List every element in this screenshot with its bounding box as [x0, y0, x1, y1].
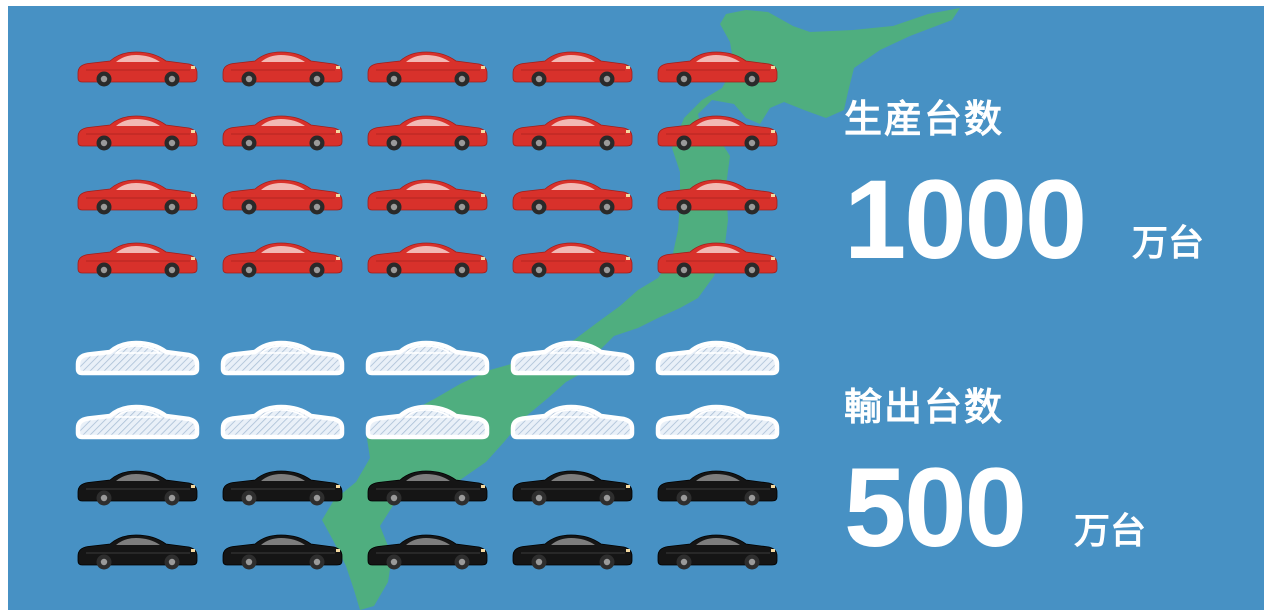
car-icon: [367, 179, 488, 215]
car-icon: [75, 404, 200, 440]
car-icon: [77, 534, 198, 570]
car-icon: [655, 404, 780, 440]
car-icon: [222, 51, 343, 87]
car-icon: [657, 115, 778, 151]
car-icon: [512, 534, 633, 570]
export-label: 輸出台数: [844, 385, 1005, 429]
car-icon: [75, 340, 200, 376]
production-unit: 万台: [1132, 223, 1205, 264]
car-icon: [222, 179, 343, 215]
car-icon: [367, 51, 488, 87]
car-icon: [657, 470, 778, 506]
car-icon: [365, 340, 490, 376]
car-icon: [510, 404, 635, 440]
car-icon: [655, 340, 780, 376]
car-icon: [512, 51, 633, 87]
infographic-panel: 生産台数 1000 万台 輸出台数 500 万台: [8, 6, 1264, 610]
production-value: 1000: [844, 157, 1087, 282]
car-icon: [367, 534, 488, 570]
car-icon: [222, 534, 343, 570]
car-icon: [512, 115, 633, 151]
pictogram-chart: [8, 6, 1264, 610]
car-icon: [222, 115, 343, 151]
car-icon: [510, 340, 635, 376]
car-icon: [367, 115, 488, 151]
car-icon: [365, 404, 490, 440]
car-icon: [220, 404, 345, 440]
car-icon: [367, 242, 488, 278]
car-icon: [512, 242, 633, 278]
car-icon: [222, 242, 343, 278]
car-icon: [77, 51, 198, 87]
car-icon-grid: [75, 51, 780, 570]
production-label: 生産台数: [844, 97, 1005, 141]
car-icon: [657, 179, 778, 215]
car-icon: [220, 340, 345, 376]
car-icon: [512, 179, 633, 215]
car-icon: [367, 470, 488, 506]
car-icon: [77, 115, 198, 151]
car-icon: [77, 179, 198, 215]
car-icon: [77, 242, 198, 278]
car-icon: [77, 470, 198, 506]
export-value: 500: [844, 445, 1027, 570]
car-icon: [657, 242, 778, 278]
japan-map-shape: [322, 8, 960, 610]
car-icon: [657, 51, 778, 87]
car-icon: [657, 534, 778, 570]
car-icon: [222, 470, 343, 506]
export-unit: 万台: [1074, 511, 1147, 552]
car-icon: [512, 470, 633, 506]
